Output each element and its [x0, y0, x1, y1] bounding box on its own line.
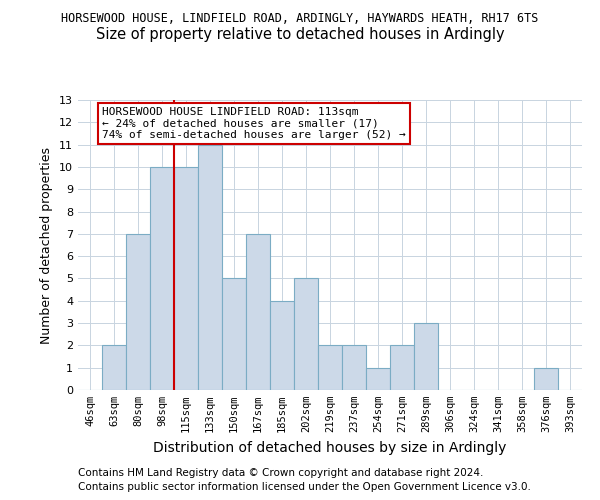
Text: Contains HM Land Registry data © Crown copyright and database right 2024.: Contains HM Land Registry data © Crown c…: [78, 468, 484, 477]
Bar: [198, 144, 222, 390]
Bar: [222, 278, 246, 390]
Bar: [318, 346, 342, 390]
Bar: [366, 368, 390, 390]
Text: HORSEWOOD HOUSE LINDFIELD ROAD: 113sqm
← 24% of detached houses are smaller (17): HORSEWOOD HOUSE LINDFIELD ROAD: 113sqm ←…: [102, 106, 406, 140]
Bar: [294, 278, 318, 390]
Bar: [390, 346, 414, 390]
Bar: [150, 167, 174, 390]
X-axis label: Distribution of detached houses by size in Ardingly: Distribution of detached houses by size …: [154, 440, 506, 454]
Bar: [102, 346, 126, 390]
Bar: [414, 323, 438, 390]
Bar: [342, 346, 366, 390]
Bar: [126, 234, 150, 390]
Text: Size of property relative to detached houses in Ardingly: Size of property relative to detached ho…: [95, 28, 505, 42]
Bar: [174, 167, 198, 390]
Bar: [534, 368, 558, 390]
Text: HORSEWOOD HOUSE, LINDFIELD ROAD, ARDINGLY, HAYWARDS HEATH, RH17 6TS: HORSEWOOD HOUSE, LINDFIELD ROAD, ARDINGL…: [61, 12, 539, 26]
Bar: [246, 234, 270, 390]
Y-axis label: Number of detached properties: Number of detached properties: [40, 146, 53, 344]
Text: Contains public sector information licensed under the Open Government Licence v3: Contains public sector information licen…: [78, 482, 531, 492]
Bar: [270, 301, 294, 390]
